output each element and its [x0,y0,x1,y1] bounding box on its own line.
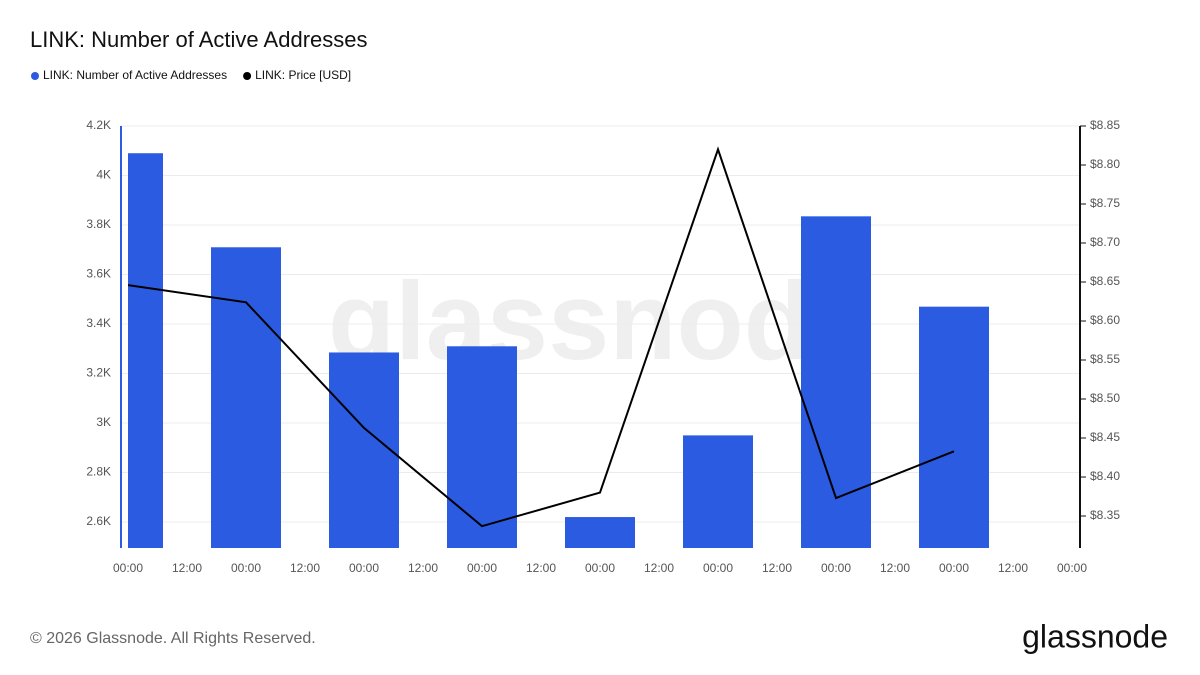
copyright: © 2026 Glassnode. All Rights Reserved. [30,630,316,647]
x-tick-label: 12:00 [998,561,1028,575]
x-tick-label: 00:00 [821,561,851,575]
y2-tick-label: $8.60 [1090,313,1120,327]
x-tick-label: 00:00 [467,561,497,575]
y-tick-label: 3.8K [86,217,111,231]
legend-label: LINK: Number of Active Addresses [43,68,227,82]
plot-area [128,146,989,548]
x-tick-label: 12:00 [526,561,556,575]
bar [919,306,989,548]
y2-tick-label: $8.85 [1090,118,1120,132]
legend-label: LINK: Price [USD] [255,68,351,82]
y-tick-label: 4K [96,168,111,182]
watermark: glassnode [328,260,872,383]
x-tick-label: 00:00 [939,561,969,575]
y-tick-label: 3.4K [86,316,111,330]
y2-tick-label: $8.35 [1090,508,1120,522]
price-line [128,146,955,528]
y-tick-label: 3.6K [86,267,111,281]
y-tick-label: 4.2K [86,118,111,132]
logo: glassnode [1022,618,1168,654]
x-tick-label: 00:00 [349,561,379,575]
chart-title: LINK: Number of Active Addresses [30,27,368,52]
bar [128,153,163,548]
legend-marker [31,72,39,80]
x-tick-label: 12:00 [172,561,202,575]
y-tick-label: 3.2K [86,366,111,380]
y2-tick-label: $8.45 [1090,430,1120,444]
y2-tick-label: $8.55 [1090,352,1120,366]
x-tick-label: 12:00 [762,561,792,575]
x-tick-label: 12:00 [290,561,320,575]
y-tick-label: 3K [96,415,111,429]
y2-tick-label: $8.80 [1090,157,1120,171]
bar [683,435,753,548]
y2-tick-label: $8.65 [1090,274,1120,288]
x-tick-label: 00:00 [585,561,615,575]
x-tick-label: 12:00 [644,561,674,575]
x-tick-label: 00:00 [113,561,143,575]
bar [565,517,635,548]
y2-tick-label: $8.70 [1090,235,1120,249]
y2-tick-label: $8.40 [1090,469,1120,483]
x-tick-label: 12:00 [880,561,910,575]
y2-tick-label: $8.75 [1090,196,1120,210]
y-tick-label: 2.6K [86,514,111,528]
x-tick-label: 00:00 [231,561,261,575]
y-tick-label: 2.8K [86,465,111,479]
x-tick-label: 00:00 [703,561,733,575]
y2-tick-label: $8.50 [1090,391,1120,405]
bar [447,346,517,548]
x-tick-label: 00:00 [1057,561,1087,575]
bar [801,216,871,548]
bar [329,352,399,548]
legend-marker [243,72,252,80]
x-tick-label: 12:00 [408,561,438,575]
bar [211,247,281,548]
